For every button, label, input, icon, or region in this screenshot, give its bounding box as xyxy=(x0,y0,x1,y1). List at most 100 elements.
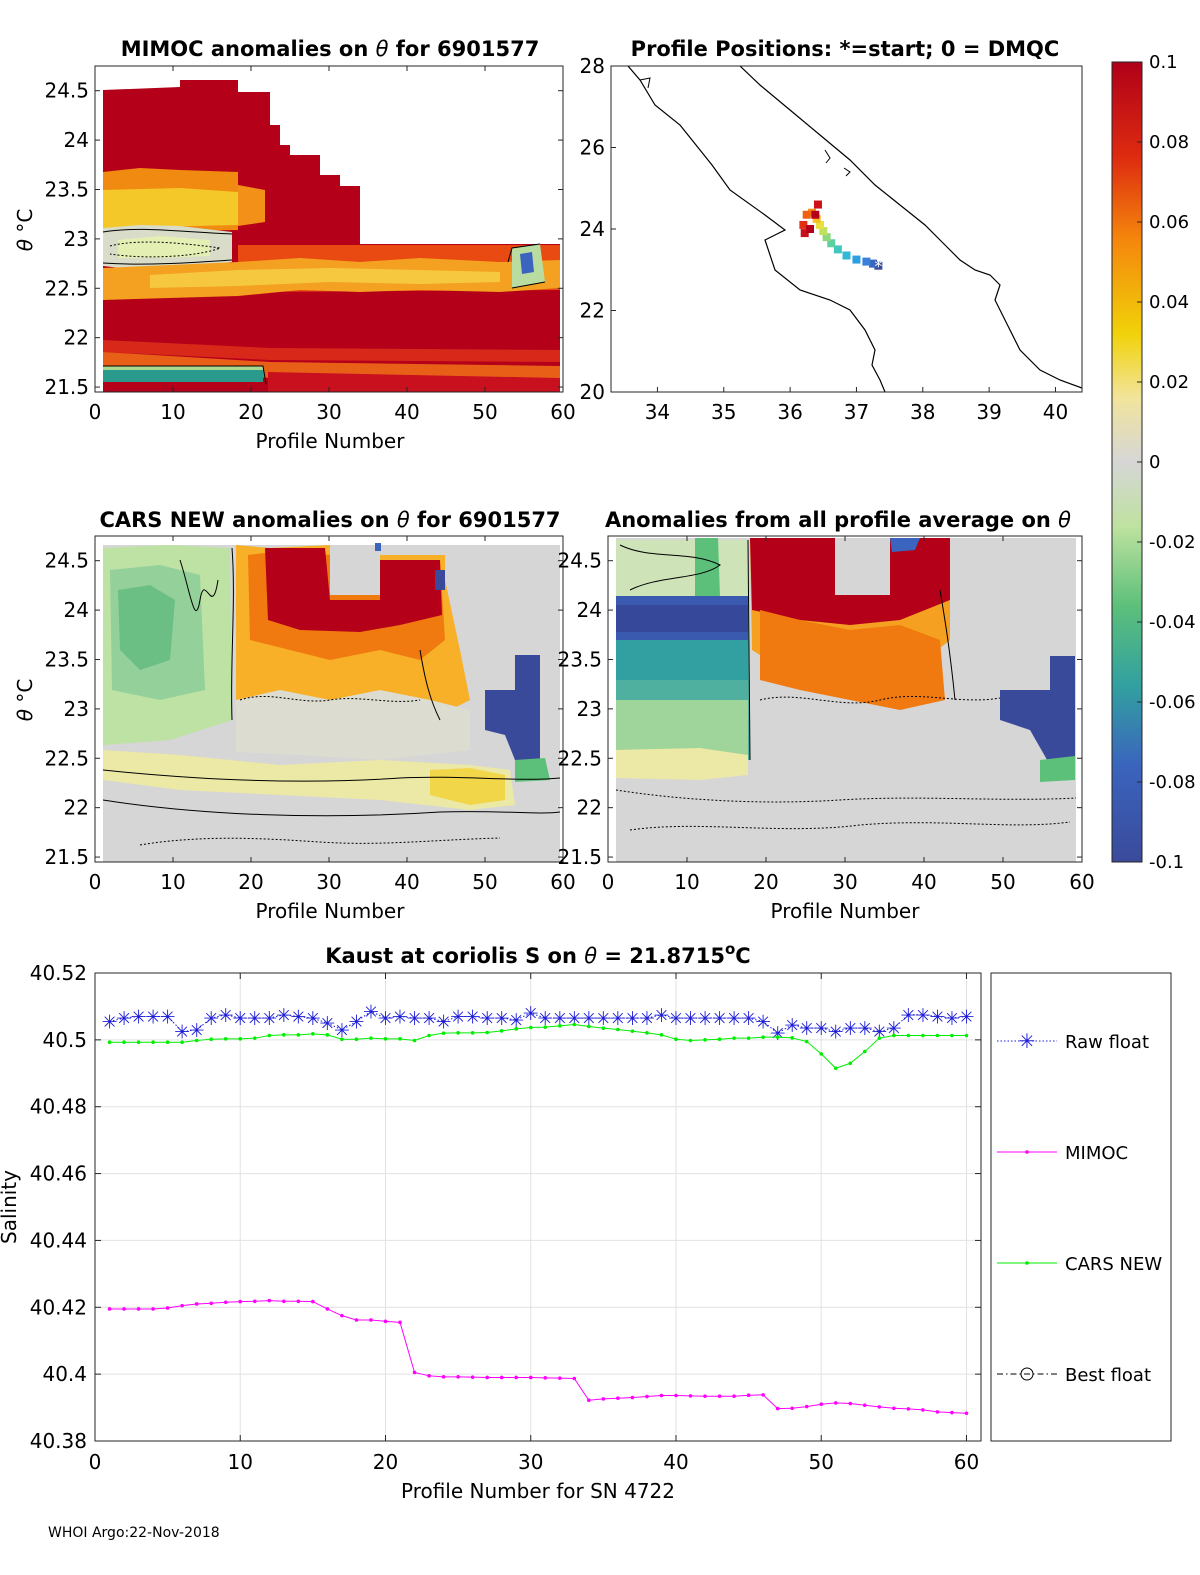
data-point xyxy=(165,1306,170,1310)
x-tick-label: 0 xyxy=(89,1450,102,1474)
x-tick-label: 30 xyxy=(316,870,341,894)
data-point xyxy=(398,1037,402,1041)
data-point xyxy=(601,1397,606,1401)
data-point xyxy=(369,1318,373,1322)
data-point xyxy=(688,1038,693,1043)
x-tick-label: 40 xyxy=(911,870,936,894)
data-point xyxy=(790,1406,794,1411)
profile-position xyxy=(800,229,809,238)
y-tick-label: 23 xyxy=(64,697,89,721)
data-point: ✳ xyxy=(552,1008,568,1030)
legend-label-raw-float: Raw float xyxy=(1065,1032,1149,1053)
y-tick-label: 26 xyxy=(580,136,605,160)
data-point xyxy=(645,1394,649,1399)
data-point xyxy=(775,1035,780,1039)
colorbar-tick-label: 0.1 xyxy=(1149,52,1178,73)
positions-panel: Profile Positions: *=start; 0 = DMQC * 2… xyxy=(580,37,1083,424)
data-point: ✳ xyxy=(160,1006,176,1028)
data-point: ✳ xyxy=(261,1008,277,1030)
profile-position xyxy=(827,239,836,248)
data-point xyxy=(252,1036,257,1040)
data-point: ✳ xyxy=(784,1015,800,1037)
x-tick-label: 40 xyxy=(394,400,419,424)
x-tick-label: 20 xyxy=(238,400,263,424)
data-point xyxy=(136,1307,141,1311)
salinity-panel: Kaust at coriolis S on θ = 21.8715oC ✳✳✳… xyxy=(0,940,1172,1503)
y-tick-label: 40.5 xyxy=(42,1028,87,1052)
x-tick-label: 20 xyxy=(238,870,263,894)
data-point: ✳ xyxy=(392,1006,408,1028)
data-point: ✳ xyxy=(668,1008,684,1030)
data-point xyxy=(964,1411,969,1416)
y-tick-label: 24 xyxy=(577,598,602,622)
profile-position xyxy=(862,257,871,266)
profile-position xyxy=(842,251,851,260)
y-tick-label: 22.5 xyxy=(44,276,89,300)
data-point xyxy=(761,1393,765,1397)
series-mimoc xyxy=(107,1298,969,1416)
data-point xyxy=(238,1037,243,1041)
data-point: ✳ xyxy=(697,1008,713,1030)
colorbar-tick-label: 0.02 xyxy=(1149,372,1189,393)
data-point xyxy=(499,1375,504,1380)
data-point xyxy=(282,1033,286,1037)
data-point xyxy=(746,1036,751,1040)
data-point xyxy=(935,1033,940,1038)
data-point xyxy=(964,1033,969,1038)
colorbar-tick-label: 0.08 xyxy=(1149,132,1189,153)
data-point: ✳ xyxy=(857,1018,873,1040)
data-point xyxy=(892,1033,896,1038)
y-tick-label: 28 xyxy=(580,54,605,78)
data-point xyxy=(732,1036,736,1040)
colorbar-tick-label: 0 xyxy=(1149,452,1160,473)
cars-panel: CARS NEW anomalies on θ for 6901577 xyxy=(13,508,576,923)
data-point xyxy=(485,1030,489,1035)
data-point: ✳ xyxy=(407,1008,423,1030)
x-tick-label: 37 xyxy=(844,400,869,424)
data-point: ✳ xyxy=(726,1008,742,1030)
data-point: ✳ xyxy=(755,1011,771,1033)
x-tick-label: 40 xyxy=(663,1450,688,1474)
data-point xyxy=(354,1037,359,1041)
data-point: ✳ xyxy=(566,1008,582,1030)
data-point xyxy=(921,1033,925,1038)
salinity-legend xyxy=(990,972,1172,1442)
data-point xyxy=(238,1299,243,1304)
data-point xyxy=(194,1302,199,1306)
legend-item-cars-new: CARS NEW xyxy=(997,1254,1162,1275)
x-tick-label: 60 xyxy=(1069,870,1094,894)
y-tick-label: 40.38 xyxy=(30,1429,87,1453)
y-tick-label: 22.5 xyxy=(557,746,602,770)
data-point xyxy=(921,1408,925,1412)
y-tick-label: 40.46 xyxy=(30,1162,87,1186)
data-point: ✳ xyxy=(900,1005,916,1027)
colorbar-tick-label: -0.1 xyxy=(1149,852,1184,873)
cars-title: CARS NEW anomalies on θ for 6901577 xyxy=(99,508,560,532)
legend-asterisk-icon: ✳ xyxy=(1019,1029,1036,1053)
average-heatmap xyxy=(615,538,1077,862)
data-point: ✳ xyxy=(508,1010,524,1032)
data-point xyxy=(848,1061,853,1066)
data-point: ✳ xyxy=(959,1006,975,1028)
y-tick-label: 40.4 xyxy=(42,1362,87,1386)
data-point: ✳ xyxy=(174,1022,190,1044)
y-tick-label: 23.5 xyxy=(44,177,89,201)
profile-position xyxy=(874,261,883,270)
positions-title: Profile Positions: *=start; 0 = DMQC xyxy=(631,37,1060,61)
data-point: ✳ xyxy=(813,1018,829,1040)
average-title: Anomalies from all profile average on θ xyxy=(605,508,1071,532)
data-point xyxy=(441,1375,446,1379)
x-tick-label: 30 xyxy=(832,870,857,894)
data-point: ✳ xyxy=(319,1013,335,1035)
salinity-xlabel: Profile Number for SN 4722 xyxy=(401,1479,675,1503)
x-tick-label: 10 xyxy=(160,400,185,424)
data-point xyxy=(761,1035,765,1039)
data-point xyxy=(804,1039,809,1044)
salinity-title: Kaust at coriolis S on θ = 21.8715oC xyxy=(325,940,750,968)
data-point: ✳ xyxy=(653,1005,669,1027)
data-point xyxy=(950,1410,954,1415)
data-point xyxy=(674,1037,678,1041)
data-point xyxy=(122,1040,126,1044)
y-tick-label: 40.48 xyxy=(30,1095,87,1119)
y-tick-label: 20 xyxy=(580,380,605,404)
